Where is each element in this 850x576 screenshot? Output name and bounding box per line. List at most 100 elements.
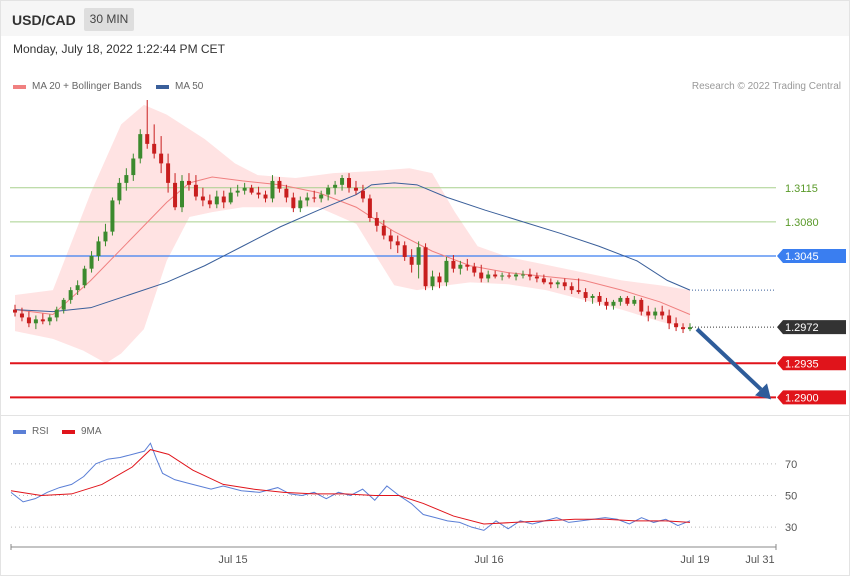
candle-body <box>173 182 178 208</box>
candle-body <box>277 180 282 189</box>
rsi-line <box>10 442 691 531</box>
candle-body <box>430 276 435 287</box>
candle-body <box>381 225 386 236</box>
candle-body <box>444 260 449 283</box>
rsi-ma-line <box>10 449 691 525</box>
candle-body <box>618 297 623 302</box>
legend-ma50: MA 50 <box>156 81 203 92</box>
candle-body <box>242 187 247 191</box>
candle-body <box>207 200 212 205</box>
rsi-swatch <box>13 429 26 434</box>
candle-body <box>479 272 484 279</box>
candle-body <box>541 278 546 283</box>
candle-body <box>19 313 24 318</box>
projection-arrow-head <box>755 383 771 400</box>
candle-body <box>89 256 94 269</box>
candle-body <box>180 180 185 208</box>
candle-body <box>13 309 17 313</box>
candle-body <box>235 190 240 193</box>
candle-body <box>527 274 532 277</box>
candle-body <box>674 323 679 328</box>
candle-body <box>472 266 477 273</box>
candle-body <box>145 134 150 144</box>
candle-body <box>646 311 651 316</box>
level-label: 1.3045 <box>785 251 819 263</box>
candle-body <box>611 301 616 306</box>
candle-body <box>347 178 352 188</box>
candle-body <box>353 187 358 191</box>
legend-ma20: MA 20 + Bollinger Bands <box>13 81 142 92</box>
candle-body <box>451 260 456 269</box>
candle-body <box>221 196 226 203</box>
candle-body <box>291 197 296 209</box>
candle-body <box>388 235 393 242</box>
time-tick-label: Jul 16 <box>474 554 503 566</box>
candle-body <box>47 317 52 322</box>
candle-body <box>562 282 567 287</box>
panel-divider <box>1 415 849 416</box>
candle-body <box>514 274 519 277</box>
candle-body <box>534 276 539 279</box>
rsi-tick-label: 30 <box>785 522 797 534</box>
candle-body <box>138 134 143 159</box>
candle-body <box>555 282 560 285</box>
level-label: 1.2972 <box>785 322 819 334</box>
candle-body <box>500 275 505 277</box>
candle-body <box>639 299 644 312</box>
candle-body <box>604 301 609 306</box>
candle-body <box>416 247 421 265</box>
legend-rsi: RSI <box>13 426 49 437</box>
ma50-line <box>14 182 691 313</box>
candle-body <box>409 256 414 265</box>
level-tag-blue <box>777 249 846 263</box>
ma20-swatch <box>13 84 26 89</box>
candle-body <box>465 264 470 267</box>
candle-body <box>214 196 219 205</box>
candle-body <box>96 241 101 256</box>
candle-body <box>493 274 498 277</box>
bollinger-band-area <box>15 104 690 364</box>
rsi-label: RSI <box>32 426 49 437</box>
candle-body <box>186 180 191 185</box>
timeframe-badge[interactable]: 30 MIN <box>84 8 134 31</box>
candle-body <box>131 158 136 176</box>
candle-body <box>507 275 512 277</box>
candle-body <box>26 317 31 324</box>
candle-body <box>583 292 588 298</box>
ma50-swatch <box>156 84 169 89</box>
candle-body <box>152 143 157 154</box>
level-label: 1.3115 <box>785 183 818 195</box>
candle-body <box>110 200 115 232</box>
candle-body <box>61 299 66 310</box>
candle-body <box>590 295 595 298</box>
candle-body <box>486 274 491 279</box>
candle-body <box>660 311 665 316</box>
rsi-ma-label: 9MA <box>81 426 102 437</box>
candle-body <box>103 231 108 242</box>
candle-body <box>200 196 205 201</box>
candle-body <box>124 175 129 183</box>
rsi-tick-label: 70 <box>785 459 797 471</box>
legend-rsi-ma: 9MA <box>62 426 102 437</box>
time-tick-label: Jul 19 <box>680 554 709 566</box>
candle-body <box>402 245 407 257</box>
last-price-tag <box>777 320 846 335</box>
candle-body <box>249 187 254 193</box>
candle-body <box>263 194 268 199</box>
candle-body <box>193 184 198 197</box>
candle-body <box>360 190 365 199</box>
candle-body <box>423 247 428 287</box>
candle-body <box>284 188 289 198</box>
candle-body <box>653 311 658 316</box>
level-tag-red <box>777 356 846 371</box>
candle-body <box>68 290 73 300</box>
level-label: 1.2935 <box>785 358 819 370</box>
candle-body <box>632 299 637 304</box>
candle-body <box>228 192 233 203</box>
candle-body <box>54 309 59 318</box>
date-stamp: Monday, July 18, 2022 1:22:44 PM CET <box>13 42 225 56</box>
candle-body <box>340 178 345 185</box>
candle-body <box>367 198 372 218</box>
candle-body <box>117 182 122 201</box>
